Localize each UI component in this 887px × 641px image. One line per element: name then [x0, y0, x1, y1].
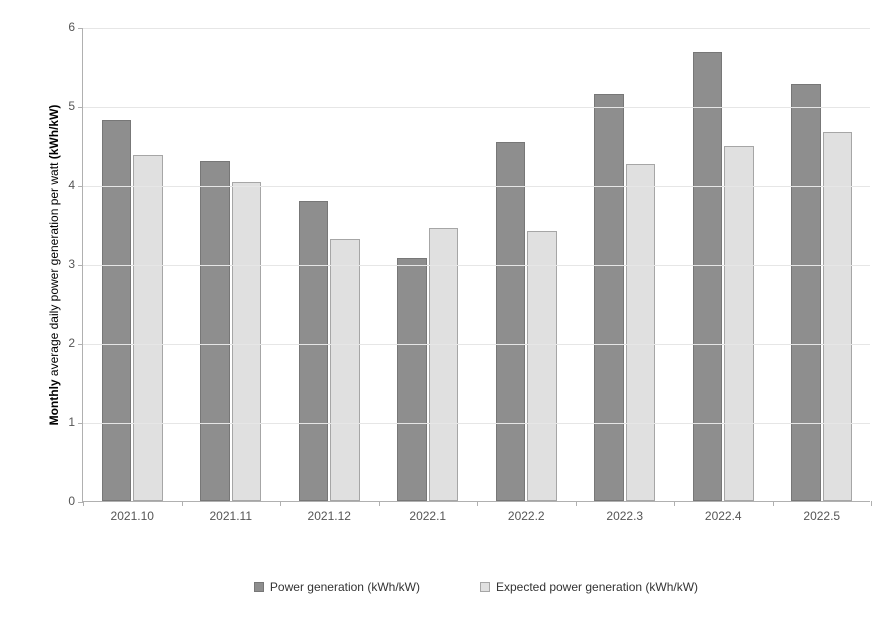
x-tick-label: 2022.1 [409, 501, 446, 523]
y-tick-label: 3 [68, 257, 83, 271]
gridline [83, 107, 870, 108]
y-axis-title-prefix: Monthly [47, 379, 61, 425]
x-tick-label: 2021.12 [308, 501, 351, 523]
x-tick-mark [280, 501, 281, 506]
bar-series-0 [200, 161, 230, 501]
x-tick-label: 2022.2 [508, 501, 545, 523]
y-tick-label: 5 [68, 99, 83, 113]
bar-series-1 [133, 155, 163, 501]
bar-series-0 [397, 258, 427, 501]
bar-series-1 [527, 231, 557, 501]
bar-series-1 [330, 239, 360, 501]
legend-label: Power generation (kWh/kW) [270, 580, 420, 594]
bar-series-0 [693, 52, 723, 501]
legend-swatch [480, 582, 490, 592]
bar-series-1 [823, 132, 853, 501]
y-tick-label: 6 [68, 20, 83, 34]
bar-series-0 [299, 201, 329, 501]
y-tick-label: 1 [68, 415, 83, 429]
legend-swatch [254, 582, 264, 592]
x-tick-label: 2022.3 [606, 501, 643, 523]
x-tick-label: 2021.11 [210, 501, 253, 523]
legend-item: Power generation (kWh/kW) [254, 580, 420, 594]
y-tick-label: 2 [68, 336, 83, 350]
bar-series-0 [791, 84, 821, 501]
x-tick-mark [83, 501, 84, 506]
bar-series-1 [626, 164, 656, 501]
bar-series-0 [594, 94, 624, 501]
power-generation-chart: Monthly average daily power generation p… [10, 10, 887, 631]
y-axis-title-mid: average daily power generation per watt [47, 159, 61, 379]
gridline [83, 423, 870, 424]
legend-label: Expected power generation (kWh/kW) [496, 580, 698, 594]
plot-area: 01234562021.102021.112021.122022.12022.2… [82, 28, 870, 502]
legend-item: Expected power generation (kWh/kW) [480, 580, 698, 594]
x-tick-mark [576, 501, 577, 506]
x-tick-mark [773, 501, 774, 506]
x-tick-mark [379, 501, 380, 506]
y-tick-label: 4 [68, 178, 83, 192]
bar-series-1 [232, 182, 262, 501]
gridline [83, 344, 870, 345]
bar-series-1 [724, 146, 754, 502]
gridline [83, 265, 870, 266]
x-tick-mark [477, 501, 478, 506]
x-tick-label: 2022.5 [803, 501, 840, 523]
x-tick-mark [674, 501, 675, 506]
y-axis-title: Monthly average daily power generation p… [47, 105, 61, 426]
x-tick-mark [182, 501, 183, 506]
legend: Power generation (kWh/kW) Expected power … [82, 580, 870, 594]
bar-series-1 [429, 228, 459, 501]
x-tick-label: 2022.4 [705, 501, 742, 523]
bar-series-0 [102, 120, 132, 501]
y-axis-title-suffix: (kWh/kW) [47, 105, 61, 160]
x-tick-mark [871, 501, 872, 506]
y-tick-label: 0 [68, 494, 83, 508]
bar-series-0 [496, 142, 526, 501]
gridline [83, 186, 870, 187]
gridline [83, 28, 870, 29]
x-tick-label: 2021.10 [111, 501, 154, 523]
